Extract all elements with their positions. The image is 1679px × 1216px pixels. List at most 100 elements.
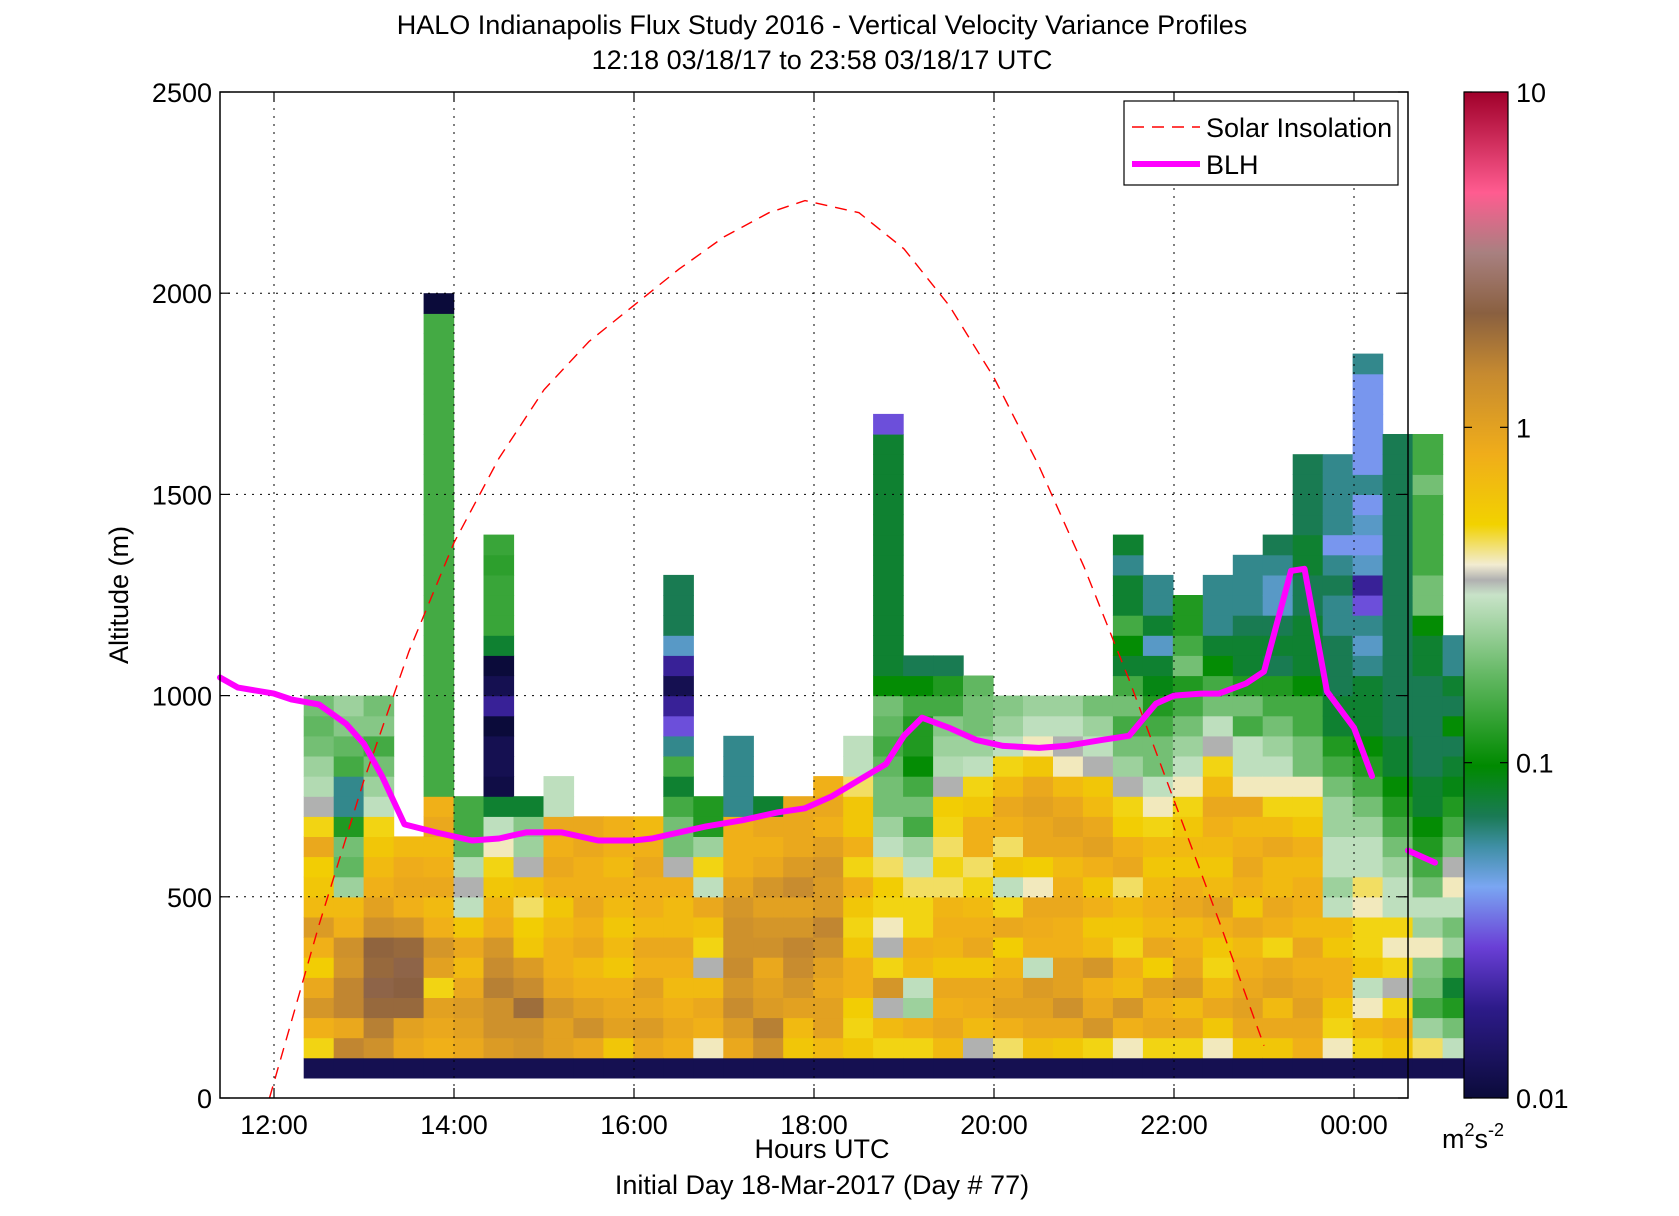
heatmap-cell: [933, 675, 964, 697]
heatmap-cell: [1232, 856, 1264, 878]
heatmap-cell: [1322, 675, 1354, 697]
heatmap-cell: [363, 937, 395, 958]
heatmap-cell: [963, 776, 994, 797]
heatmap-cell: [1322, 856, 1354, 878]
heatmap-cell: [1202, 816, 1234, 837]
heatmap-cell: [303, 1037, 335, 1059]
heatmap-cell: [1292, 756, 1324, 777]
heatmap-cell: [1412, 534, 1444, 556]
heatmap-cell: [723, 997, 754, 1019]
heatmap-cell: [423, 896, 455, 918]
heatmap-cell: [1112, 574, 1144, 596]
heatmap-cell: [1322, 977, 1354, 998]
heatmap-cell: [1412, 957, 1444, 978]
heatmap-cell: [513, 997, 545, 1019]
heatmap-cell: [753, 816, 784, 837]
heatmap-cell: [813, 836, 844, 858]
heatmap-cell: [993, 1017, 1024, 1039]
heatmap-cell: [1053, 856, 1084, 878]
heatmap-cell: [663, 675, 694, 697]
heatmap-cell: [783, 937, 814, 958]
heatmap-cell: [1112, 1017, 1144, 1039]
heatmap-cell: [1082, 977, 1114, 998]
heatmap-cell: [303, 997, 335, 1019]
heatmap-cell: [1322, 816, 1354, 837]
heatmap-cell: [813, 957, 844, 978]
y-tick-label: 0: [197, 1084, 212, 1114]
legend: Solar Insolation BLH: [1123, 100, 1399, 186]
heatmap-cell: [1142, 896, 1174, 918]
heatmap-cell: [423, 494, 455, 516]
heatmap-cell: [1322, 1037, 1354, 1059]
heatmap-cell: [423, 454, 455, 475]
heatmap-cell: [993, 715, 1024, 737]
heatmap-cell: [1142, 776, 1174, 797]
heatmap-cell: [1142, 595, 1174, 616]
heatmap-cell: [423, 796, 455, 817]
heatmap-cell: [1232, 715, 1264, 737]
heatmap-cell: [873, 434, 904, 455]
heatmap-cell: [1202, 977, 1234, 998]
heatmap-cell: [1053, 756, 1084, 777]
heatmap-cell: [1202, 595, 1234, 616]
heatmap-cell: [1322, 735, 1354, 757]
heatmap-cell: [993, 997, 1024, 1019]
heatmap-cell: [1382, 916, 1414, 938]
heatmap-cell: [873, 655, 904, 677]
heatmap-cell: [423, 554, 455, 576]
heatmap-cell: [1023, 997, 1054, 1019]
heatmap-cell: [903, 776, 934, 797]
heatmap-cell: [1232, 615, 1264, 636]
heatmap-cell: [483, 595, 515, 616]
heatmap-cell: [993, 876, 1024, 898]
legend-solar-label: Solar Insolation: [1206, 113, 1392, 143]
heatmap-cell: [903, 957, 934, 978]
heatmap-cell: [1232, 635, 1264, 656]
heatmap-cell: [573, 977, 604, 998]
heatmap-cell: [483, 796, 515, 817]
heatmap-cell: [963, 1017, 994, 1039]
heatmap-cell: [423, 595, 455, 616]
heatmap-cell: [1232, 997, 1264, 1019]
heatmap-cell: [663, 876, 694, 898]
heatmap-cell: [663, 1017, 694, 1039]
heatmap-cell: [543, 977, 575, 998]
heatmap-cell: [1232, 776, 1264, 797]
heatmap-cell: [783, 916, 814, 938]
heatmap-cell: [993, 1037, 1024, 1059]
heatmap-cell: [843, 957, 874, 978]
heatmap-cell: [603, 856, 634, 878]
heatmap-cell: [423, 574, 455, 596]
heatmap-cell: [1382, 816, 1414, 837]
heatmap-cell: [1322, 836, 1354, 858]
heatmap-cell: [813, 876, 844, 898]
heatmap-cell: [1262, 756, 1294, 777]
heatmap-cell: [663, 695, 694, 717]
heatmap-cell: [1382, 977, 1414, 998]
heatmap-cell: [393, 836, 425, 858]
heatmap-cell: [1292, 1037, 1324, 1059]
heatmap-cell: [1352, 957, 1384, 978]
heatmap-cell: [333, 1057, 365, 1079]
heatmap-cell: [1262, 1017, 1294, 1039]
heatmap-cell: [1082, 957, 1114, 978]
heatmap-cell: [903, 876, 934, 898]
heatmap-cell: [1322, 655, 1354, 677]
heatmap-cell: [1053, 916, 1084, 938]
heatmap-cell: [453, 1037, 485, 1059]
heatmap-cell: [1262, 836, 1294, 858]
heatmap-cell: [333, 1017, 365, 1039]
heatmap-cell: [1112, 615, 1144, 636]
heatmap-cell: [1262, 816, 1294, 837]
heatmap-cell: [1053, 816, 1084, 837]
heatmap-cell: [1322, 474, 1354, 495]
heatmap-cell: [1082, 756, 1114, 777]
heatmap-cell: [963, 836, 994, 858]
heatmap-cell: [903, 997, 934, 1019]
heatmap-cell: [1112, 554, 1144, 576]
heatmap-cell: [513, 1057, 545, 1079]
heatmap-cell: [423, 313, 455, 334]
heatmap-cell: [1172, 977, 1204, 998]
heatmap-cell: [483, 977, 515, 998]
heatmap-cell: [1053, 1057, 1084, 1079]
